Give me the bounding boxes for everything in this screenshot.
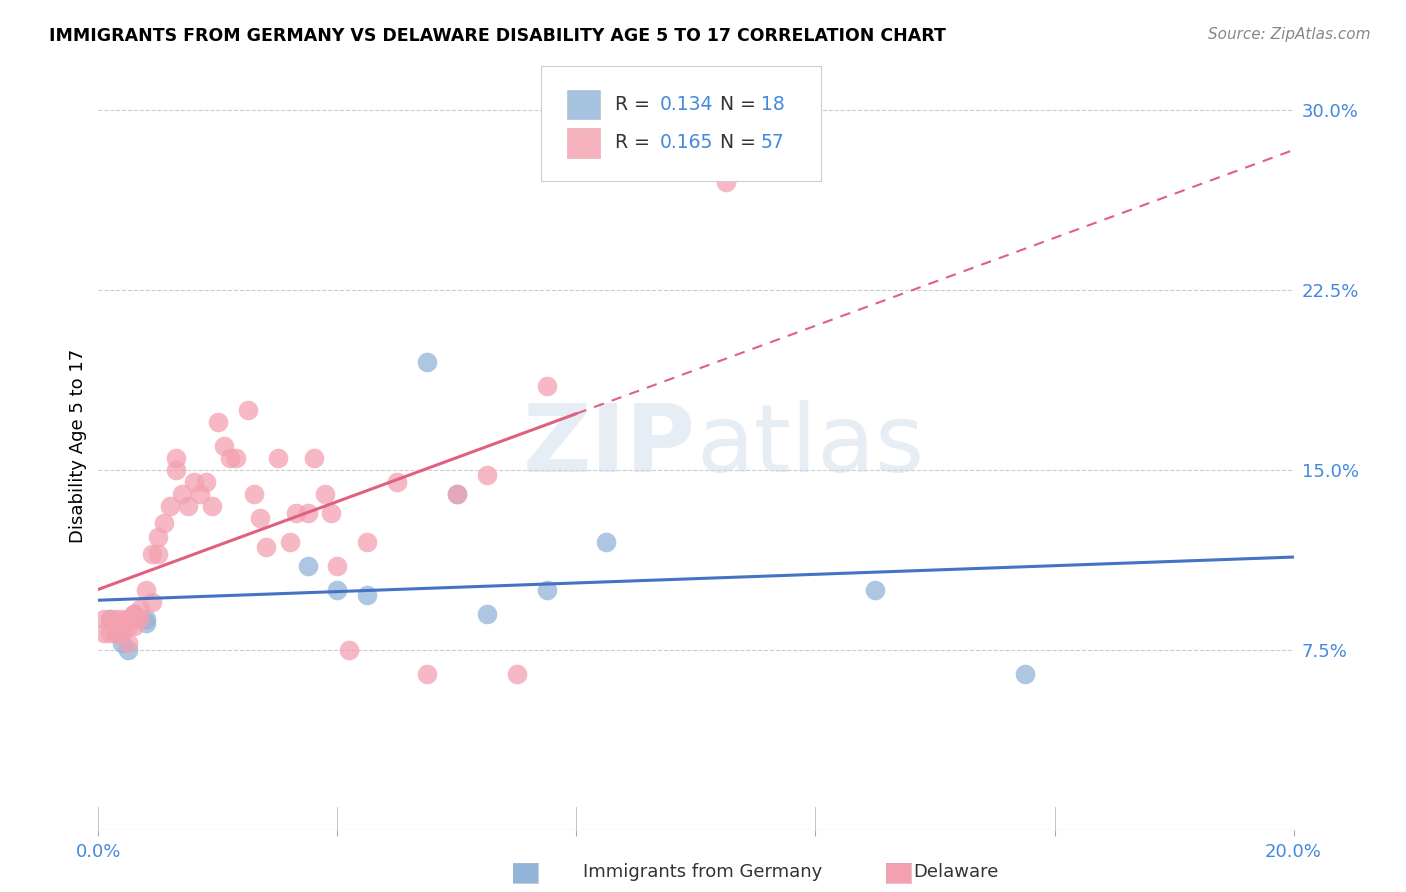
- Point: [93, 612, 115, 626]
- Point: [105, 619, 128, 633]
- Point: [124, 607, 146, 621]
- Point: [416, 666, 439, 681]
- Point: [225, 450, 247, 465]
- Point: [111, 612, 134, 626]
- Point: [124, 607, 146, 621]
- Point: [117, 642, 139, 657]
- Point: [446, 487, 468, 501]
- Text: 0.165: 0.165: [661, 134, 713, 153]
- Point: [267, 450, 290, 465]
- Point: [356, 535, 378, 549]
- Text: 57: 57: [761, 134, 785, 153]
- Point: [129, 612, 152, 626]
- Point: [159, 499, 181, 513]
- Point: [339, 642, 361, 657]
- Point: [111, 635, 134, 649]
- Point: [141, 547, 163, 561]
- Point: [135, 612, 157, 626]
- Text: 18: 18: [761, 95, 785, 114]
- Point: [188, 487, 211, 501]
- Point: [385, 475, 409, 489]
- Text: ZIP: ZIP: [523, 400, 696, 492]
- Text: Source: ZipAtlas.com: Source: ZipAtlas.com: [1208, 27, 1371, 42]
- Point: [129, 612, 152, 626]
- Point: [98, 612, 122, 626]
- Point: [105, 612, 128, 626]
- Point: [302, 450, 325, 465]
- Point: [506, 666, 529, 681]
- Point: [98, 626, 122, 640]
- Point: [297, 558, 319, 573]
- Point: [714, 175, 737, 189]
- Point: [153, 516, 176, 530]
- Point: [249, 511, 271, 525]
- Point: [141, 595, 163, 609]
- Point: [243, 487, 266, 501]
- Point: [148, 547, 170, 561]
- Point: [865, 582, 887, 597]
- Point: [165, 463, 187, 477]
- Point: [212, 439, 235, 453]
- Point: [105, 626, 128, 640]
- Text: N =: N =: [720, 95, 762, 114]
- Point: [536, 582, 558, 597]
- Point: [172, 487, 194, 501]
- Point: [135, 616, 157, 631]
- Text: Immigrants from Germany: Immigrants from Germany: [583, 863, 823, 881]
- Point: [93, 626, 115, 640]
- Point: [207, 415, 229, 429]
- Point: [105, 626, 128, 640]
- Point: [416, 355, 439, 369]
- Point: [129, 602, 152, 616]
- Y-axis label: Disability Age 5 to 17: Disability Age 5 to 17: [69, 349, 87, 543]
- Text: R =: R =: [614, 95, 655, 114]
- FancyBboxPatch shape: [541, 66, 821, 181]
- Point: [124, 619, 146, 633]
- Point: [254, 540, 277, 554]
- Point: [536, 379, 558, 393]
- Point: [284, 506, 307, 520]
- Point: [326, 558, 349, 573]
- Point: [183, 475, 205, 489]
- Point: [98, 612, 122, 626]
- Point: [315, 487, 337, 501]
- Text: N =: N =: [720, 134, 762, 153]
- Point: [278, 535, 301, 549]
- Point: [201, 499, 224, 513]
- Point: [1014, 666, 1036, 681]
- Point: [135, 582, 157, 597]
- Text: R =: R =: [614, 134, 655, 153]
- Bar: [567, 90, 600, 120]
- Point: [124, 607, 146, 621]
- Point: [321, 506, 343, 520]
- Text: atlas: atlas: [696, 400, 924, 492]
- Point: [356, 588, 378, 602]
- Point: [475, 607, 498, 621]
- Point: [117, 635, 139, 649]
- Point: [177, 499, 200, 513]
- Point: [219, 450, 242, 465]
- Text: Delaware: Delaware: [914, 863, 998, 881]
- Point: [117, 612, 139, 626]
- Text: 0.134: 0.134: [661, 95, 714, 114]
- Point: [195, 475, 218, 489]
- Text: IMMIGRANTS FROM GERMANY VS DELAWARE DISABILITY AGE 5 TO 17 CORRELATION CHART: IMMIGRANTS FROM GERMANY VS DELAWARE DISA…: [49, 27, 946, 45]
- Point: [326, 582, 349, 597]
- Bar: [567, 128, 600, 158]
- Point: [595, 535, 617, 549]
- Point: [236, 403, 259, 417]
- Point: [148, 530, 170, 544]
- Point: [165, 450, 187, 465]
- Point: [111, 626, 134, 640]
- Point: [475, 467, 498, 482]
- Point: [297, 506, 319, 520]
- Point: [446, 487, 468, 501]
- Point: [117, 619, 139, 633]
